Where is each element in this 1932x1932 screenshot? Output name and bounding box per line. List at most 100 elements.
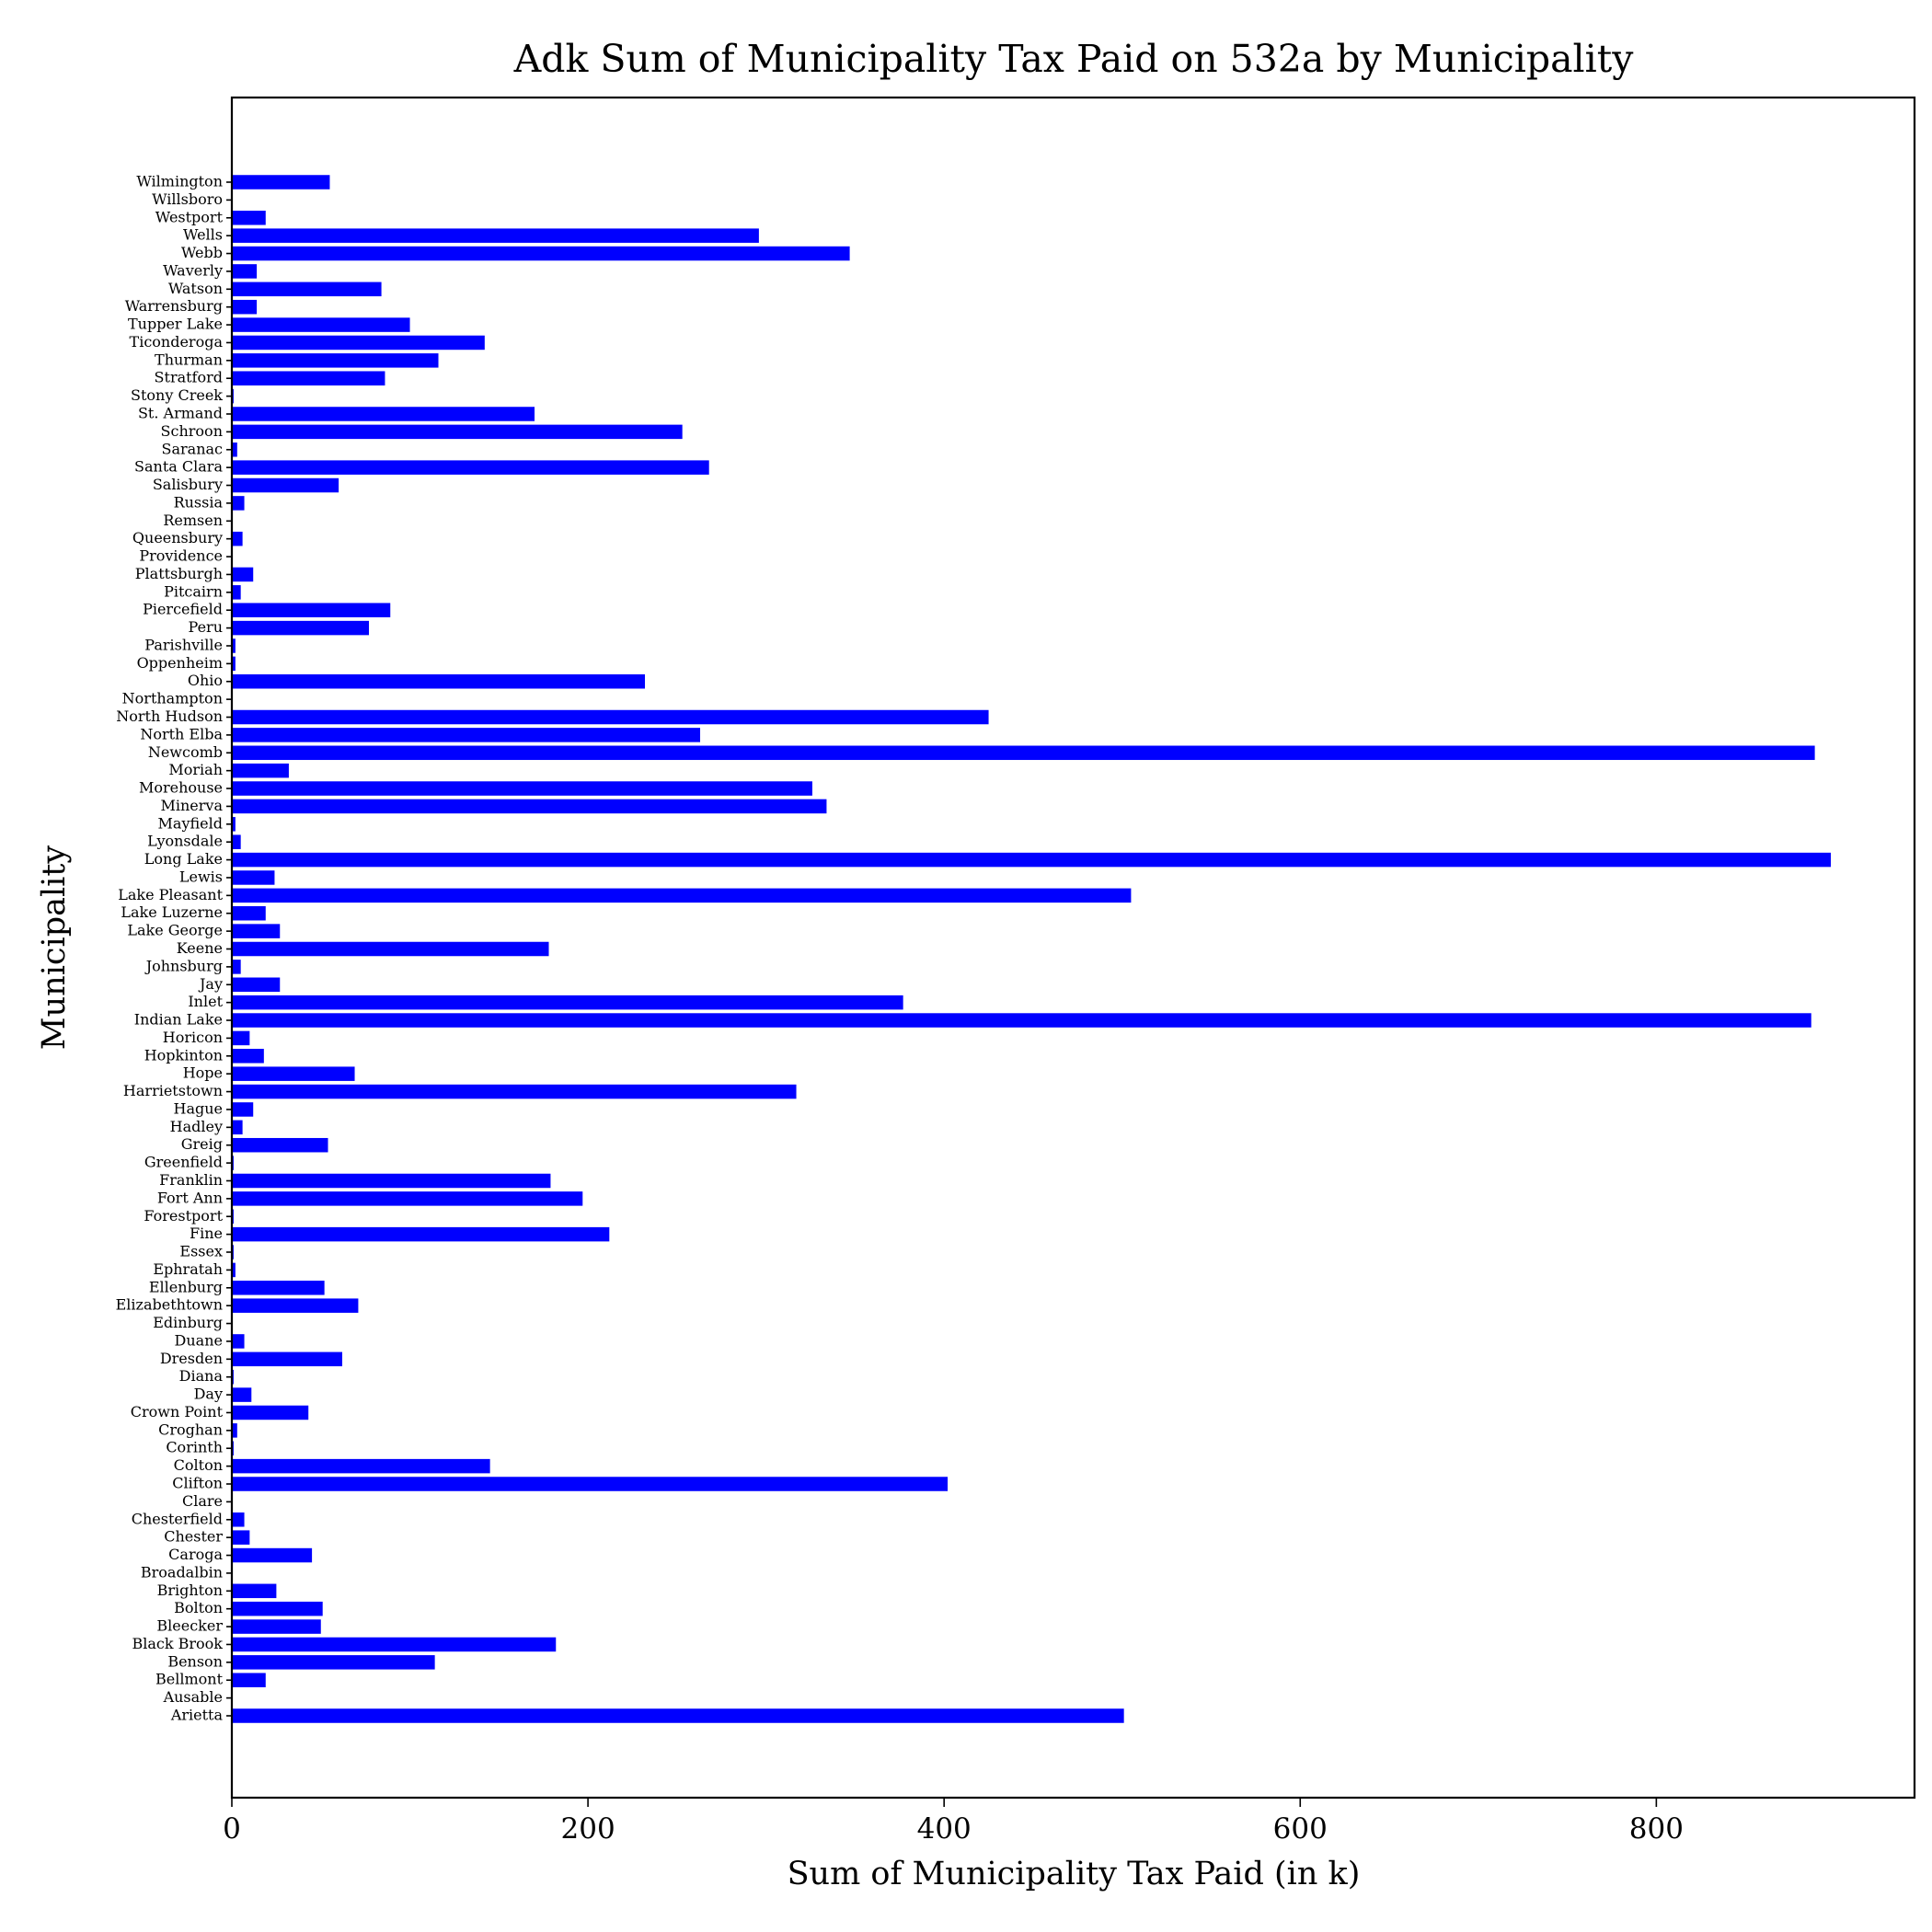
y-tick-label: Johnsburg: [144, 957, 223, 974]
y-tick-label: Croghan: [158, 1420, 223, 1438]
y-tick-label: Inlet: [188, 993, 223, 1010]
y-tick-label: Hague: [173, 1099, 223, 1117]
y-tick-label: Tupper Lake: [128, 316, 223, 333]
bar-lake-george: [232, 924, 281, 938]
y-tick-label: Lewis: [179, 868, 223, 885]
y-tick-label: Keene: [177, 939, 223, 957]
bar-ohio: [232, 673, 646, 689]
bar-saranac: [232, 443, 237, 457]
y-tick-label: North Elba: [140, 725, 223, 742]
y-tick-label: Greenfield: [144, 1154, 223, 1171]
y-tick-label: Duane: [175, 1331, 223, 1349]
bar-arietta: [232, 1708, 1124, 1723]
y-tick-label: Queensbury: [132, 529, 223, 546]
y-tick-label: Warrensburg: [125, 297, 223, 315]
y-tick-label: Lyonsdale: [147, 833, 223, 850]
bar-wells: [232, 228, 759, 243]
y-tick-label: Edinburg: [153, 1314, 223, 1331]
bar-watson: [232, 282, 382, 297]
y-tick-label: Franklin: [159, 1171, 223, 1189]
y-tick-label: Piercefield: [143, 601, 223, 618]
y-tick-label: Mayfield: [158, 814, 223, 832]
y-tick-label: Benson: [167, 1652, 223, 1670]
y-tick-label: Long Lake: [144, 850, 223, 868]
y-tick-label: Clare: [182, 1492, 223, 1510]
bar-pitcairn: [232, 585, 241, 600]
y-tick-label: Lake George: [127, 922, 223, 939]
y-tick-label: Watson: [168, 280, 223, 297]
y-tick-label: Stratford: [155, 369, 223, 386]
bar-salisbury: [232, 477, 339, 493]
bar-chesterfield: [232, 1512, 245, 1527]
y-tick-label: Elizabethtown: [116, 1296, 223, 1314]
y-tick-label: North Hudson: [116, 707, 223, 725]
x-tick-label: 0: [223, 1812, 241, 1846]
bar-duane: [232, 1334, 245, 1349]
bar-russia: [232, 496, 245, 511]
y-tick-label: Ausable: [163, 1688, 223, 1706]
bar-benson: [232, 1655, 435, 1670]
y-tick-label: Jay: [198, 975, 223, 993]
x-tick-label: 200: [561, 1812, 615, 1846]
y-tick-label: Ohio: [188, 672, 223, 689]
y-tick-label: Bolton: [174, 1599, 223, 1616]
bar-ephratah: [232, 1262, 236, 1278]
bar-brighton: [232, 1583, 277, 1599]
bar-dresden: [232, 1351, 342, 1367]
bar-lewis: [232, 870, 275, 885]
bar-greig: [232, 1137, 328, 1153]
bar-peru: [232, 620, 370, 636]
bar-lyonsdale: [232, 834, 241, 849]
y-tick-label: Russia: [174, 493, 224, 511]
bar-waverly: [232, 264, 258, 279]
bar-santa-clara: [232, 460, 709, 475]
bar-ellenburg: [232, 1281, 325, 1295]
y-tick-label: Wilmington: [136, 173, 223, 190]
y-tick-label: Minerva: [161, 797, 224, 814]
bar-thurman: [232, 353, 439, 368]
bar-elizabethtown: [232, 1298, 359, 1313]
y-tick-label: Pitcairn: [164, 582, 223, 600]
bar-hague: [232, 1102, 254, 1117]
y-tick-label: Oppenheim: [137, 654, 223, 672]
bar-day: [232, 1387, 252, 1402]
bar-johnsburg: [232, 960, 241, 974]
y-tick-label: Crown Point: [131, 1403, 224, 1420]
y-tick-label: Chester: [164, 1528, 223, 1546]
bar-jay: [232, 977, 281, 993]
bar-parishville: [232, 638, 236, 653]
y-tick-label: St. Armand: [138, 404, 223, 421]
y-tick-label: Peru: [189, 618, 223, 636]
bar-hadley: [232, 1120, 243, 1135]
y-tick-label: Dresden: [160, 1350, 223, 1367]
bar-north-elba: [232, 728, 701, 742]
bar-clifton: [232, 1477, 949, 1491]
bar-harrietstown: [232, 1084, 797, 1099]
bar-bellmont: [232, 1673, 266, 1687]
bar-colton: [232, 1458, 490, 1474]
bar-webb: [232, 246, 850, 261]
bar-black-brook: [232, 1637, 557, 1652]
bar-piercefield: [232, 603, 391, 617]
bar-franklin: [232, 1173, 551, 1189]
y-tick-label: Morehouse: [139, 779, 223, 797]
y-tick-label: Thurman: [155, 351, 223, 368]
bar-queensbury: [232, 531, 243, 546]
y-tick-label: Waverly: [163, 261, 223, 279]
chart-title: Adk Sum of Municipality Tax Paid on 532a…: [513, 37, 1635, 81]
y-tick-label: Bleecker: [156, 1617, 223, 1635]
bar-fort-ann: [232, 1191, 583, 1206]
y-tick-label: Ellenburg: [149, 1278, 223, 1295]
y-tick-label: Lake Luzerne: [121, 903, 223, 921]
y-tick-label: Ephratah: [153, 1260, 223, 1278]
y-tick-label: Broadalbin: [141, 1563, 223, 1581]
bar-tupper-lake: [232, 317, 410, 332]
y-tick-label: Diana: [179, 1367, 224, 1385]
y-tick-label: Bellmont: [155, 1671, 224, 1688]
bar-lake-luzerne: [232, 905, 266, 921]
x-tick-label: 600: [1273, 1812, 1328, 1846]
y-tick-label: Indian Lake: [134, 1011, 223, 1029]
bar-hopkinton: [232, 1049, 264, 1064]
